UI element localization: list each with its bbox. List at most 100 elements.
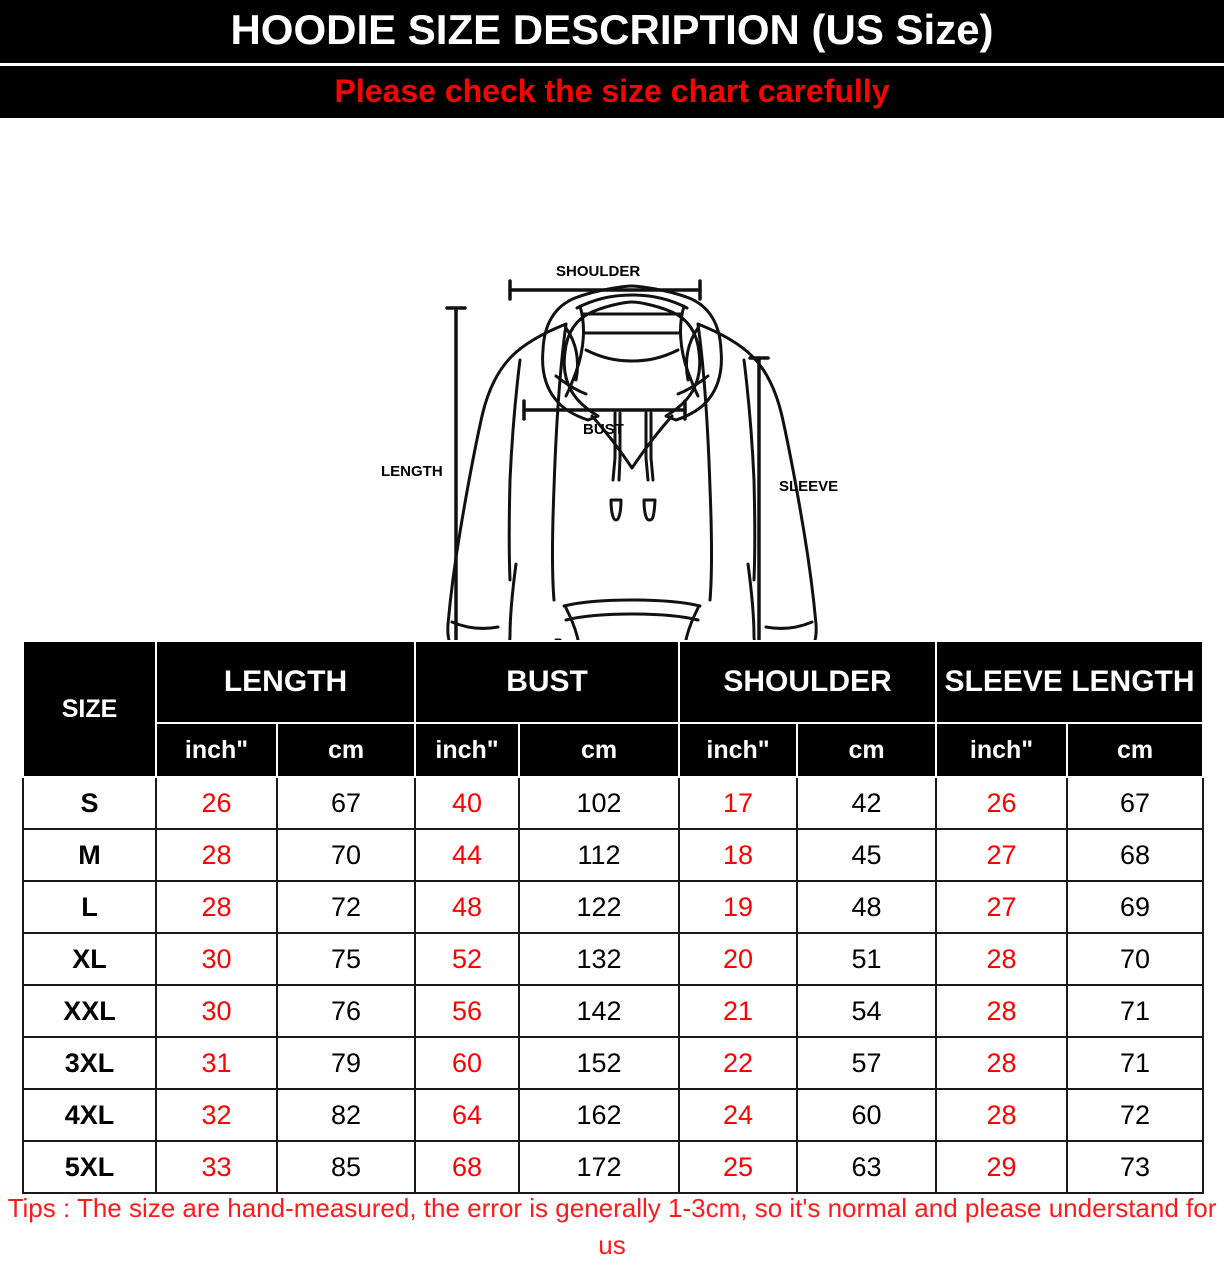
cell-inch-value: 48 bbox=[414, 880, 521, 934]
cell-cm-value: 67 bbox=[1066, 776, 1205, 830]
header-group-bust: BUST bbox=[414, 640, 681, 724]
cell-size: XL bbox=[22, 932, 157, 986]
cell-inch-value: 28 bbox=[935, 1088, 1069, 1142]
cell-cm-value: 76 bbox=[275, 984, 417, 1038]
cell-inch-value: 26 bbox=[935, 776, 1069, 830]
cell-cm-value: 68 bbox=[1066, 828, 1205, 882]
sleeve-label: SLEEVE bbox=[779, 478, 839, 495]
table-row: 3XL 31 79 60 152 22 57 28 71 bbox=[22, 1036, 1205, 1090]
cell-inch-value: 56 bbox=[414, 984, 521, 1038]
cell-inch-value: 18 bbox=[678, 828, 799, 882]
cell-cm-value: 71 bbox=[1066, 1036, 1205, 1090]
header-unit-length-cm: cm bbox=[275, 722, 417, 778]
cell-cm-value: 122 bbox=[518, 880, 681, 934]
header-unit-shoulder-inch: inch" bbox=[678, 722, 799, 778]
cell-inch-value: 40 bbox=[414, 776, 521, 830]
cell-inch-value: 31 bbox=[155, 1036, 278, 1090]
cell-cm-value: 102 bbox=[518, 776, 681, 830]
cell-cm-value: 45 bbox=[796, 828, 938, 882]
cell-inch-value: 22 bbox=[678, 1036, 799, 1090]
bust-dimension-line bbox=[522, 399, 687, 421]
table-header-group-row: SIZE LENGTH BUST SHOULDER SLEEVE LENGTH bbox=[22, 640, 1205, 778]
cell-inch-value: 19 bbox=[678, 880, 799, 934]
cell-cm-value: 112 bbox=[518, 828, 681, 882]
cell-cm-value: 162 bbox=[518, 1088, 681, 1142]
cell-cm-value: 75 bbox=[275, 932, 417, 986]
cell-inch-value: 27 bbox=[935, 880, 1069, 934]
cell-cm-value: 142 bbox=[518, 984, 681, 1038]
cell-cm-value: 57 bbox=[796, 1036, 938, 1090]
cell-inch-value: 30 bbox=[155, 932, 278, 986]
header-unit-bust-cm: cm bbox=[518, 722, 681, 778]
cell-inch-value: 44 bbox=[414, 828, 521, 882]
cell-inch-value: 21 bbox=[678, 984, 799, 1038]
cell-inch-value: 30 bbox=[155, 984, 278, 1038]
table-row: 5XL 33 85 68 172 25 63 29 73 bbox=[22, 1140, 1205, 1194]
header-group-sleeve-length: SLEEVE LENGTH bbox=[935, 640, 1205, 724]
cell-size: 3XL bbox=[22, 1036, 157, 1090]
cell-inch-value: 64 bbox=[414, 1088, 521, 1142]
header-size: SIZE bbox=[22, 640, 157, 778]
cell-cm-value: 54 bbox=[796, 984, 938, 1038]
header-unit-sleeve-inch: inch" bbox=[935, 722, 1069, 778]
cell-inch-value: 27 bbox=[935, 828, 1069, 882]
table-body: S 26 67 40 102 17 42 26 67 M 28 70 44 112 18 45 27 68 L 28 7… bbox=[22, 776, 1205, 1194]
cell-cm-value: 63 bbox=[796, 1140, 938, 1194]
header-unit-sleeve-cm: cm bbox=[1066, 722, 1205, 778]
cell-cm-value: 71 bbox=[1066, 984, 1205, 1038]
cell-cm-value: 60 bbox=[796, 1088, 938, 1142]
drawstrings bbox=[609, 411, 657, 522]
cell-cm-value: 172 bbox=[518, 1140, 681, 1194]
table-row: 4XL 32 82 64 162 24 60 28 72 bbox=[22, 1088, 1205, 1142]
cell-size: L bbox=[22, 880, 157, 934]
bust-label: BUST bbox=[583, 421, 624, 438]
cell-cm-value: 70 bbox=[275, 828, 417, 882]
table-row: XL 30 75 52 132 20 51 28 70 bbox=[22, 932, 1205, 986]
table-header-unit-row: inch" cm inch" cm inch" cm inch" cm bbox=[23, 722, 1205, 778]
size-chart-table: SIZE LENGTH BUST SHOULDER SLEEVE LENGTH … bbox=[22, 640, 1205, 1194]
cell-cm-value: 67 bbox=[275, 776, 417, 830]
cell-inch-value: 28 bbox=[935, 932, 1069, 986]
cell-inch-value: 28 bbox=[155, 880, 278, 934]
cell-size: XXL bbox=[22, 984, 157, 1038]
cell-cm-value: 72 bbox=[275, 880, 417, 934]
cell-cm-value: 72 bbox=[1066, 1088, 1205, 1142]
cell-cm-value: 82 bbox=[275, 1088, 417, 1142]
hoodie-diagram: SHOULDER LENGTH SLEEVE BUST Made by Poly… bbox=[0, 118, 1224, 731]
shoulder-label: SHOULDER bbox=[556, 263, 641, 280]
cell-inch-value: 28 bbox=[935, 1036, 1069, 1090]
cell-size: S bbox=[22, 776, 157, 830]
cell-inch-value: 25 bbox=[678, 1140, 799, 1194]
header-divider bbox=[0, 63, 1224, 66]
cell-size: 5XL bbox=[22, 1140, 157, 1194]
table-row: L 28 72 48 122 19 48 27 69 bbox=[22, 880, 1205, 934]
header-unit-bust-inch: inch" bbox=[414, 722, 521, 778]
cell-inch-value: 60 bbox=[414, 1036, 521, 1090]
cell-inch-value: 24 bbox=[678, 1088, 799, 1142]
cell-cm-value: 70 bbox=[1066, 932, 1205, 986]
tips-note: Tips : The size are hand-measured, the e… bbox=[7, 1193, 1217, 1260]
cell-cm-value: 51 bbox=[796, 932, 938, 986]
table-row: XXL 30 76 56 142 21 54 28 71 bbox=[22, 984, 1205, 1038]
cell-inch-value: 28 bbox=[155, 828, 278, 882]
hoodie-illustration bbox=[445, 279, 818, 688]
cell-inch-value: 32 bbox=[155, 1088, 278, 1142]
header-group-length: LENGTH bbox=[154, 640, 417, 724]
cell-inch-value: 20 bbox=[678, 932, 799, 986]
page-title: HOODIE SIZE DESCRIPTION (US Size) bbox=[0, 0, 1224, 63]
cell-cm-value: 42 bbox=[796, 776, 938, 830]
page-subtitle: Please check the size chart carefully bbox=[0, 66, 1224, 118]
cell-inch-value: 28 bbox=[935, 984, 1069, 1038]
length-label: LENGTH bbox=[381, 463, 443, 480]
cell-cm-value: 152 bbox=[518, 1036, 681, 1090]
header-unit-length-inch: inch" bbox=[155, 722, 278, 778]
cell-cm-value: 132 bbox=[518, 932, 681, 986]
cell-inch-value: 52 bbox=[414, 932, 521, 986]
cell-inch-value: 26 bbox=[155, 776, 278, 830]
cell-cm-value: 69 bbox=[1066, 880, 1205, 934]
cell-size: M bbox=[22, 828, 157, 882]
cell-cm-value: 85 bbox=[275, 1140, 417, 1194]
table-row: S 26 67 40 102 17 42 26 67 bbox=[22, 776, 1205, 830]
cell-inch-value: 29 bbox=[935, 1140, 1069, 1194]
cell-inch-value: 68 bbox=[414, 1140, 521, 1194]
